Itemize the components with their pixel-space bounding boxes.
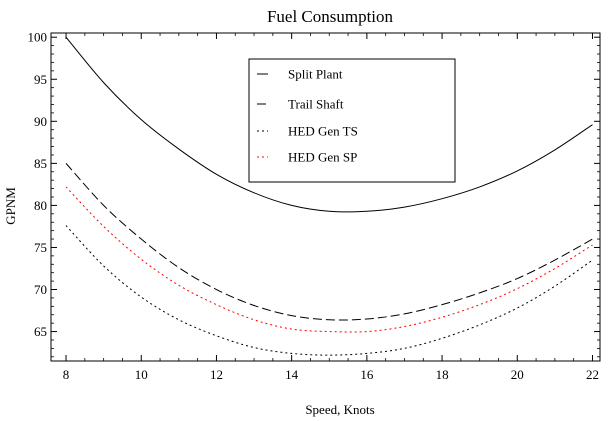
series-line-split-plant xyxy=(65,36,593,213)
y-tick-label: 80 xyxy=(34,198,47,213)
x-tick-label: 14 xyxy=(285,367,299,382)
legend-label: HED Gen SP xyxy=(288,150,357,165)
y-tick-label: 70 xyxy=(34,282,47,297)
chart-title: Fuel Consumption xyxy=(267,7,394,26)
y-tick-label: 65 xyxy=(34,324,47,339)
y-axis: 65 70 75 80 85 90 95 100 xyxy=(28,30,600,358)
x-tick-label: 22 xyxy=(586,367,599,382)
y-tick-label: 75 xyxy=(34,240,47,255)
legend-label: Trail Shaft xyxy=(288,97,344,112)
legend-label: Split Plant xyxy=(288,67,343,82)
legend-box xyxy=(248,58,456,183)
x-axis-label: Speed, Knots xyxy=(305,402,374,417)
y-tick-label: 85 xyxy=(34,156,47,171)
y-tick-label: 90 xyxy=(34,114,47,129)
x-tick-label: 20 xyxy=(511,367,524,382)
x-axis: 8 10 12 14 16 18 20 22 xyxy=(63,33,599,382)
plot-area xyxy=(65,36,593,356)
y-axis-label: GPNM xyxy=(3,187,18,225)
series-line-trail-shaft xyxy=(65,163,593,321)
x-tick-label: 12 xyxy=(210,367,223,382)
y-tick-label: 95 xyxy=(34,72,47,87)
x-tick-label: 18 xyxy=(436,367,449,382)
y-tick-label: 100 xyxy=(28,30,48,45)
x-tick-label: 16 xyxy=(360,367,374,382)
legend-label: HED Gen TS xyxy=(288,124,358,139)
legend: Split Plant Trail Shaft HED Gen TS HED Gen … xyxy=(248,58,456,183)
x-tick-label: 10 xyxy=(135,367,148,382)
x-tick-label: 8 xyxy=(63,367,70,382)
